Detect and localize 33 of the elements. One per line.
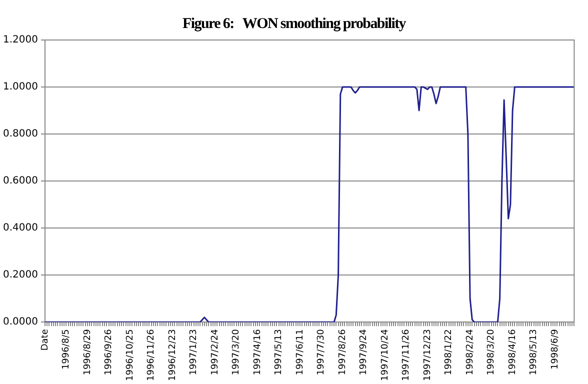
x-tick-label: 1997/5/13 [274,329,284,376]
x-tick-label: 1997/10/24 [380,328,390,381]
x-tick-label: 1997/2/24 [210,328,220,376]
x-tick-label: 1996/12/23 [168,329,178,381]
x-tick-label: 1997/8/26 [338,328,348,376]
x-tick-label: 1997/11/26 [402,328,412,381]
x-tick-label: 1998/3/20 [486,328,497,376]
x-tick-label: 1997/3/20 [232,328,242,376]
x-tick-label: 1996/9/26 [104,328,114,376]
x-tick-label: 1998/4/16 [508,328,518,376]
y-tick-label: 1.0000 [2,82,38,93]
y-tick-label: 1.2000 [2,34,38,46]
y-tick-label: 0.0000 [2,316,38,328]
x-tick-label: 1996/8/29 [82,328,93,376]
x-tick-label: 1997/6/11 [295,329,306,376]
x-tick-label: 1996/10/25 [125,329,136,381]
y-tick-label: 0.2000 [2,270,38,281]
y-tick-label: 0.8000 [2,128,38,140]
x-tick-label: 1997/9/24 [359,328,370,376]
x-tick-label: 1996/11/26 [146,328,157,381]
chart-title: Figure 6: WON smoothing probability [182,16,407,33]
x-tick-label: 1997/4/16 [252,328,263,376]
x-tick-label: 1996/8/5 [62,329,72,370]
x-tick-label: 1998/1/22 [444,329,454,376]
x-tick-label: 1998/5/13 [529,329,540,376]
y-tick-label: 0.6000 [2,176,38,187]
x-tick-label: 1998/6/9 [550,328,560,370]
x-tick-label: 1997/12/23 [422,329,433,381]
x-tick-label: 1997/7/30 [316,328,327,376]
y-tick-label: 0.4000 [2,222,38,234]
x-tick-label: 1998/2/24 [465,328,476,376]
x-tick-label: 1997/1/23 [189,329,200,376]
x-tick-label: Date [40,328,50,351]
